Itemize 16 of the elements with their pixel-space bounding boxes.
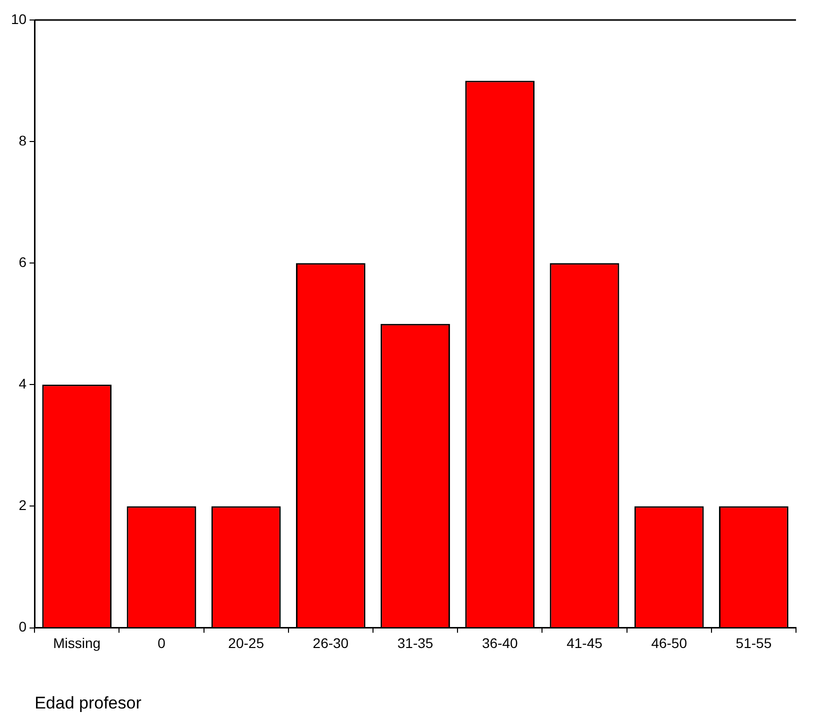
y-tick-label: 8 [18, 132, 27, 148]
y-tick-label: 4 [18, 376, 27, 392]
x-tick-label: 20-25 [228, 635, 264, 652]
x-tick-label: 31-35 [397, 635, 434, 652]
y-tick-label: 0 [18, 618, 27, 635]
x-tick-label: 36-40 [482, 635, 518, 652]
y-tick-label: 10 [10, 10, 27, 27]
x-tick-label: 41-45 [566, 635, 603, 652]
x-tick-label: 51-55 [736, 635, 772, 652]
x-tick-label: 26-30 [312, 635, 349, 652]
x-tick-label: 0 [158, 635, 166, 652]
x-axis-title: Edad profesor [34, 693, 142, 712]
y-tick-label: 6 [18, 254, 27, 270]
x-tick-label: 46-50 [651, 635, 688, 652]
y-tick-label: 2 [18, 497, 27, 514]
x-tick-label: Missing [53, 635, 101, 652]
